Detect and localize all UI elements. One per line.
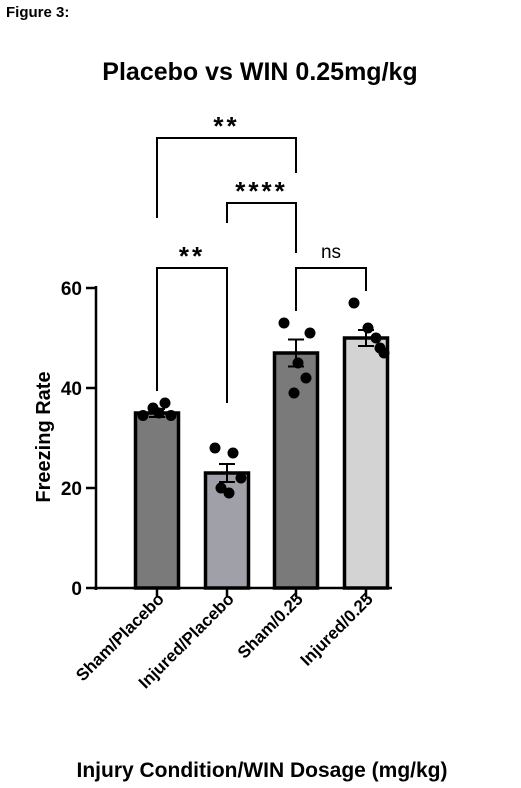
data-point [370,332,382,344]
data-point [288,387,300,399]
significance-brackets: ******** ns [156,111,367,403]
data-point [215,482,227,494]
bar-3 [342,336,390,590]
data-point [137,410,149,421]
bracket-1 [226,202,297,253]
bracket-0 [156,137,297,218]
data-point [209,442,221,454]
bar-0 [133,411,181,590]
x-axis-label: Injury Condition/WIN Dosage (mg/kg) [77,759,448,782]
significance-label-3: ns [321,242,341,263]
bracket-3 [295,267,367,311]
data-point [165,410,177,421]
chart-title: Placebo vs WIN 0.25mg/kg [102,58,417,86]
significance-label-1: **** [235,176,287,206]
data-point [348,297,360,309]
y-axis-label: Freezing Rate [33,371,55,502]
data-point [378,347,390,359]
y-tick-label: 40 [61,379,82,400]
figure-label: Figure 3: [6,4,70,21]
bracket-2 [156,267,228,403]
y-tick-label: 60 [61,279,82,300]
data-point [235,472,247,484]
data-point [227,447,239,459]
x-tick-label-2: Sham/0.25 [234,589,307,662]
data-point [278,317,290,329]
data-point [223,487,235,499]
y-tick-label: 20 [61,479,82,500]
y-tick-label: 0 [71,579,82,600]
error-bars-group [149,329,374,483]
x-tick-label-3: Injured/0.25 [297,589,377,669]
data-point [159,397,171,409]
bars-group [133,336,390,590]
data-point [304,327,316,339]
data-point [300,372,312,384]
significance-label-0: ** [213,111,239,141]
significance-label-2: ** [179,241,205,271]
data-point [362,322,374,334]
